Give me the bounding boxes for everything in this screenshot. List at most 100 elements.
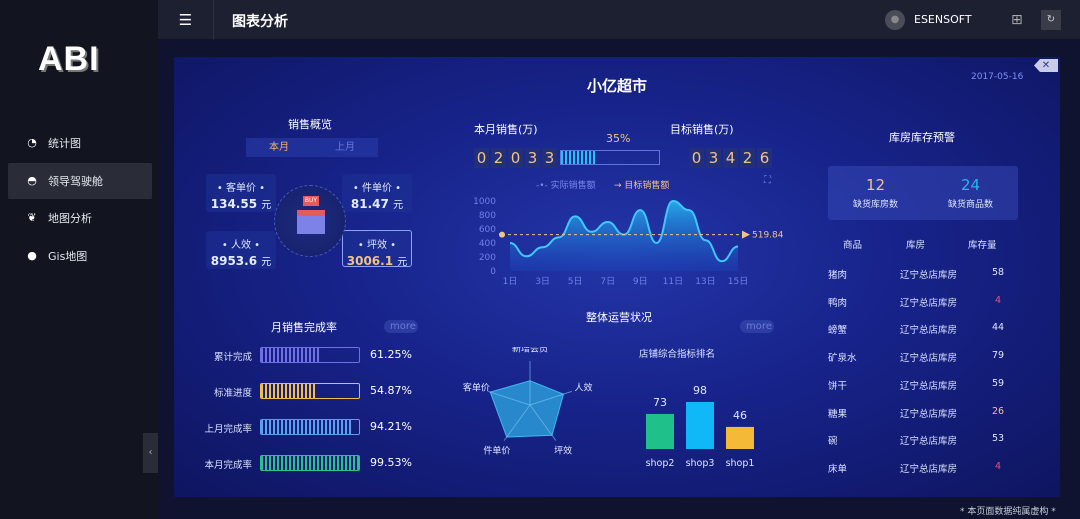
target-sales-label: 目标销售(万) — [670, 123, 734, 136]
qty-cell: 58 — [991, 267, 1005, 278]
ranking-value-label: 98 — [693, 384, 707, 397]
legend-target[interactable]: → 目标销售额 — [614, 181, 670, 191]
completion-bar — [260, 419, 360, 435]
counter-digit: 3 — [542, 148, 557, 168]
metric-per-area[interactable]: • 坪效 • 3006.1 元 — [342, 230, 412, 268]
qty-cell: 59 — [991, 377, 1005, 389]
radar-axis-label: 件单价 — [483, 445, 510, 457]
x-tick-label: 1日 — [503, 276, 518, 285]
item-cell: 螃蟹 — [828, 325, 848, 337]
china-map-icon: ❦ — [27, 211, 37, 224]
inventory-stats: 12 缺货库房数 24 缺货商品数 — [828, 166, 1018, 220]
ranking-category-label: shop2 — [646, 458, 675, 469]
completion-more-button[interactable]: more — [384, 320, 418, 333]
warehouse-cell: 辽宁总店库房 — [900, 353, 958, 365]
warehouse-cell: 辽宁总店库房 — [900, 436, 958, 448]
dashboard-gauge-icon: ◓ — [27, 174, 37, 187]
completion-label: 标准进度 — [213, 388, 252, 399]
ranking-value-label: 46 — [733, 409, 747, 422]
x-tick-label: 7日 — [600, 276, 615, 285]
counter-digit: 0 — [689, 148, 704, 168]
target-start-point — [499, 231, 505, 238]
metric-customer-price: • 客单价 • 134.55 元 — [206, 174, 276, 212]
avatar[interactable]: ● — [885, 10, 905, 30]
ranking-category-label: shop1 — [726, 458, 755, 469]
sales-line-chart: 0 200 400 600 800 1000 1日 3日 5日 7日 9日 11日 13日 15日 519.… — [473, 197, 784, 285]
counter-digit: 3 — [525, 148, 540, 168]
item-cell: 猪肉 — [828, 270, 848, 281]
completion-value: 94.21% — [370, 420, 412, 433]
item-cell: 床单 — [828, 463, 848, 475]
counter-digit: 2 — [491, 148, 506, 168]
counter-digit: 6 — [757, 148, 772, 168]
y-tick-label: 0 — [490, 267, 496, 277]
sidebar-item-stats[interactable]: ◔ 统计图 — [8, 125, 152, 161]
qty-cell: 53 — [991, 433, 1005, 445]
tab-this-month[interactable]: 本月 — [269, 142, 289, 153]
radar-axis — [529, 404, 557, 441]
x-tick-label: 15日 — [728, 276, 748, 285]
qty-cell: 4 — [994, 294, 1002, 306]
fullscreen-icon[interactable]: ⛶ — [764, 175, 771, 186]
collapse-sidebar-button[interactable]: ‹ — [143, 433, 158, 473]
radar-axis — [503, 404, 531, 441]
username[interactable]: ESENSOFT — [914, 13, 972, 26]
menu-toggle-icon[interactable]: ☰ — [158, 0, 214, 40]
completion-label: 上月完成率 — [204, 424, 252, 435]
completion-bar — [260, 383, 360, 399]
sidebar-item-gis[interactable]: ● Gis地图 — [8, 238, 152, 274]
x-tick-label: 9日 — [633, 276, 648, 285]
actual-sales-label: 本月销售(万) — [474, 123, 538, 136]
sidebar-item-cockpit[interactable]: ◓ 领导驾驶舱 — [8, 163, 152, 199]
completion-bar — [260, 347, 360, 363]
y-tick-label: 800 — [479, 211, 496, 221]
warehouse-cell: 辽宁总店库房 — [900, 408, 958, 420]
sidebar-item-label: 统计图 — [48, 137, 81, 150]
close-icon[interactable]: ✕ — [1034, 59, 1058, 72]
completion-value: 61.25% — [370, 348, 412, 361]
warehouse-cell: 辽宁总店库房 — [900, 270, 958, 281]
column-header: 商品 — [843, 240, 863, 251]
grid-icon[interactable]: ⊞ — [1011, 12, 1023, 28]
legend-actual[interactable]: -•- 实际销售额 — [536, 181, 596, 191]
sidebar-item-label: 领导驾驶舱 — [48, 175, 103, 188]
radar-axis-label: 坪效 — [554, 445, 572, 457]
tab-last-month[interactable]: 上月 — [335, 142, 355, 153]
dashboard-title: 小亿超市 — [586, 77, 647, 95]
warehouse-cell: 辽宁总店库房 — [900, 325, 958, 337]
date: 2017-05-16 — [971, 72, 1024, 82]
stat-warehouses: 12 缺货库房数 — [852, 176, 898, 210]
actual-sales-area — [510, 201, 738, 271]
column-header: 库存量 — [968, 240, 997, 251]
completion-bar — [260, 455, 360, 471]
radar-axis-label: 客单价 — [463, 382, 490, 394]
refresh-icon[interactable]: ↻ — [1041, 10, 1061, 30]
y-tick-label: 600 — [479, 225, 496, 235]
ranking-bar — [646, 413, 674, 449]
completion-list: 累计完成 61.25% 标准进度 54.87% 上月完成率 94.21% 本月完… — [174, 347, 444, 487]
item-cell: 碗 — [828, 436, 838, 448]
operations-more-button[interactable]: more — [740, 320, 774, 333]
refresh-circle-icon: ◔ — [27, 136, 37, 149]
y-tick-label: 200 — [479, 253, 496, 263]
qty-cell: 4 — [994, 460, 1002, 472]
item-cell: 糖果 — [828, 408, 848, 420]
qty-cell: 26 — [991, 405, 1005, 417]
sidebar: ABI ◔ 统计图 ◓ 领导驾驶舱 ❦ 地图分析 ● Gis地图 — [0, 0, 158, 519]
completion-title: 月销售完成率 — [271, 321, 337, 334]
completion-label: 本月完成率 — [204, 460, 252, 471]
warehouse-cell: 辽宁总店库房 — [900, 380, 958, 392]
completion-value: 99.53% — [370, 456, 412, 469]
item-cell: 矿泉水 — [828, 353, 857, 365]
sidebar-item-map[interactable]: ❦ 地图分析 — [8, 200, 152, 236]
globe-icon: ● — [27, 249, 37, 262]
x-tick-label: 3日 — [535, 276, 550, 285]
progress-percent: 35% — [606, 132, 631, 145]
counter-digit: 3 — [706, 148, 721, 168]
warehouse-cell: 辽宁总店库房 — [900, 297, 958, 309]
qty-cell: 79 — [991, 350, 1005, 362]
ranking-bar — [726, 426, 754, 449]
sidebar-item-label: 地图分析 — [48, 212, 92, 225]
